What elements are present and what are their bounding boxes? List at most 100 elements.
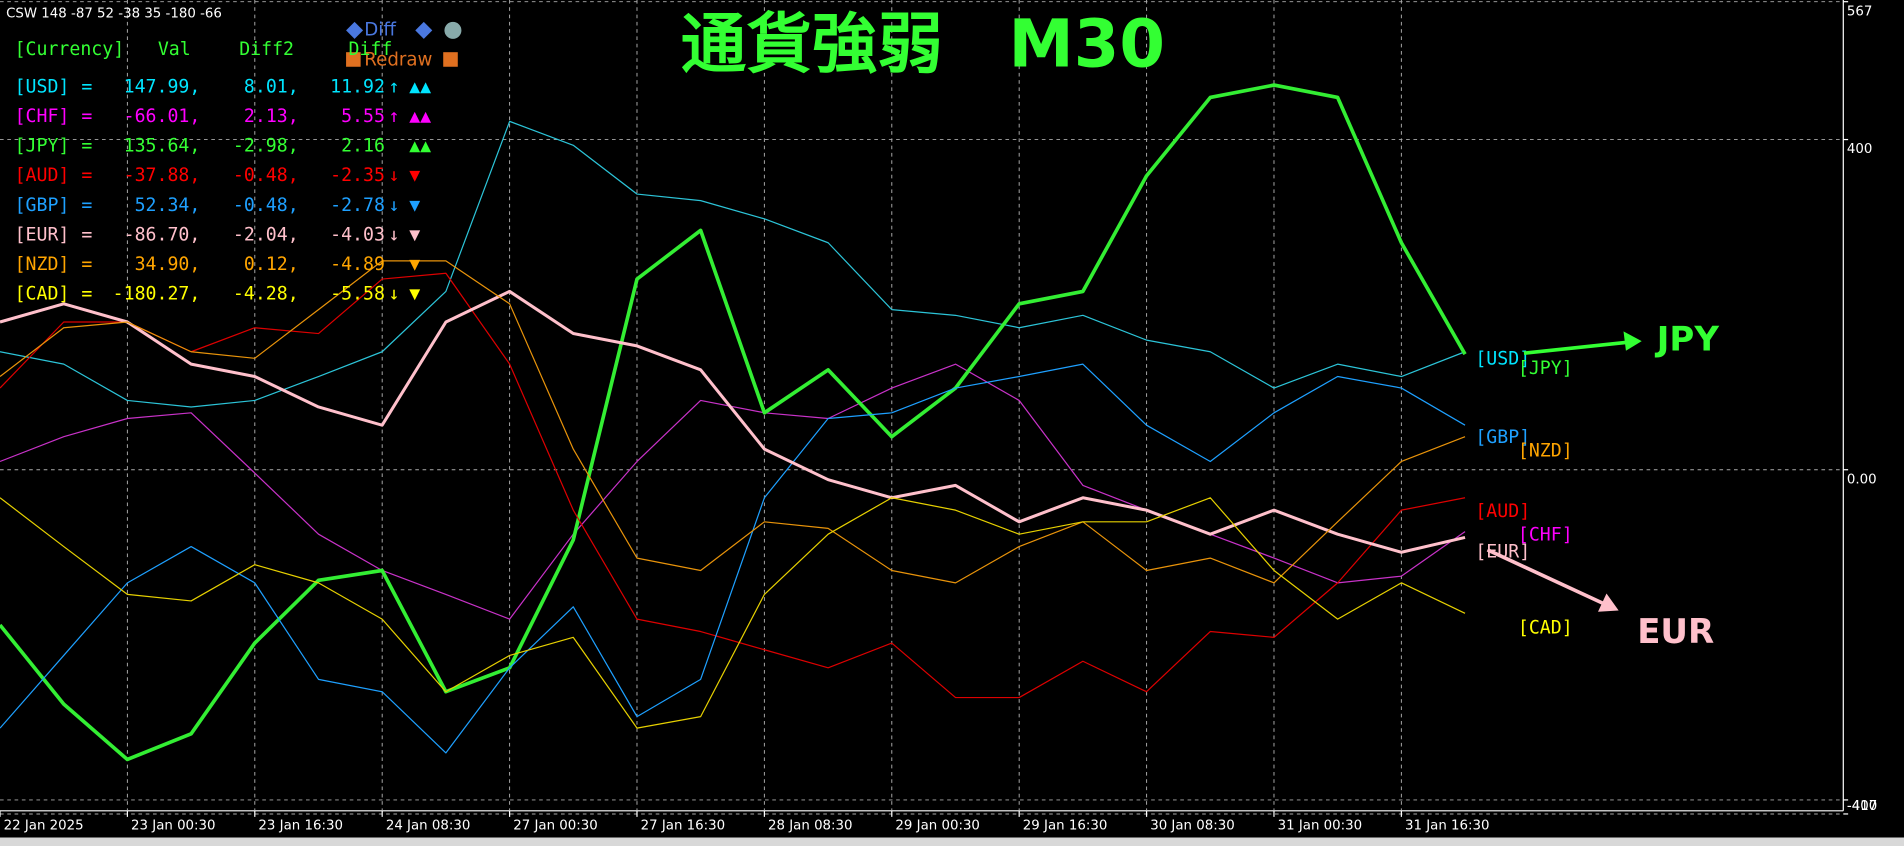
redraw-icon[interactable] bbox=[346, 52, 361, 67]
series-label: [JPY] bbox=[1518, 358, 1573, 379]
separator: = bbox=[81, 106, 92, 127]
arrow: ↑ bbox=[389, 76, 400, 97]
x-tick-label: 28 Jan 08:30 bbox=[768, 818, 853, 833]
signal: ▼ bbox=[409, 195, 420, 216]
series-line bbox=[0, 497, 1466, 729]
diff2: -2.98, bbox=[233, 136, 299, 157]
diff-button[interactable]: Diff bbox=[364, 19, 396, 40]
separator: = bbox=[81, 254, 92, 275]
x-tick-label: 31 Jan 16:30 bbox=[1405, 818, 1490, 833]
signal: ▼ bbox=[409, 224, 420, 245]
diff: 11.92 bbox=[330, 76, 385, 97]
val: 135.64, bbox=[124, 136, 201, 157]
annotation: EUR bbox=[1637, 612, 1714, 652]
y-tick-label: 567 bbox=[1847, 4, 1872, 19]
currency: [USD] bbox=[15, 76, 70, 97]
x-tick-label: 27 Jan 16:30 bbox=[641, 818, 726, 833]
series-line bbox=[0, 120, 1466, 408]
x-tick-label: 22 Jan 2025 bbox=[4, 818, 84, 833]
grid bbox=[0, 0, 1849, 817]
chart-title: 通貨強弱 M30 bbox=[681, 7, 1165, 83]
diff2: -4.28, bbox=[233, 284, 299, 305]
val: 147.99, bbox=[124, 76, 201, 97]
annotation: JPY bbox=[1655, 320, 1720, 360]
arrow: ↓ bbox=[389, 224, 400, 245]
series-label: [CHF] bbox=[1518, 524, 1573, 545]
arrowhead bbox=[1598, 593, 1619, 612]
x-tick-label: 31 Jan 00:30 bbox=[1278, 818, 1363, 833]
y-tick-label: -417 bbox=[1847, 799, 1877, 814]
series-label: [EUR] bbox=[1475, 541, 1530, 562]
y-tick-label: 0.00 bbox=[1847, 472, 1877, 487]
diff2: -0.48, bbox=[233, 165, 299, 186]
arrow bbox=[1486, 548, 1604, 605]
table-header: Diff2 bbox=[239, 39, 294, 60]
series-line bbox=[0, 83, 1467, 762]
toggle-icon[interactable] bbox=[444, 21, 462, 39]
header-text: CSW 148 -87 52 -38 35 -180 -66 bbox=[6, 6, 222, 21]
diff: -2.78 bbox=[330, 195, 385, 216]
series-label: [CAD] bbox=[1518, 618, 1573, 639]
redraw-button[interactable]: Redraw bbox=[364, 50, 432, 71]
labels: 567 400 0.00 -400-417 22 Jan 2025 23 Jan 00:3… bbox=[4, 4, 1878, 833]
series-line bbox=[0, 272, 1466, 699]
series-line bbox=[0, 363, 1466, 620]
val: -180.27, bbox=[113, 284, 201, 305]
separator: = bbox=[81, 165, 92, 186]
x-tick-label: 29 Jan 00:30 bbox=[895, 818, 980, 833]
arrow: ↓ bbox=[389, 284, 400, 305]
scrollbar bbox=[0, 837, 1904, 846]
arrow: ↓ bbox=[389, 165, 400, 186]
diff: -2.35 bbox=[330, 165, 385, 186]
diff-icon[interactable] bbox=[415, 21, 433, 39]
series-label: [USD] bbox=[1475, 348, 1530, 369]
currency: [CAD] bbox=[15, 284, 70, 305]
table-header: Diff bbox=[349, 39, 393, 60]
val: -86.70, bbox=[124, 224, 201, 245]
x-tick-label: 30 Jan 08:30 bbox=[1150, 818, 1235, 833]
signal: ▲▲ bbox=[409, 76, 431, 97]
separator: = bbox=[81, 195, 92, 216]
x-tick-label: 23 Jan 16:30 bbox=[258, 818, 343, 833]
series-label: [AUD] bbox=[1475, 501, 1530, 522]
currency: [EUR] bbox=[15, 224, 70, 245]
diff: 2.16 bbox=[341, 136, 385, 157]
signal: ▼ bbox=[409, 284, 420, 305]
table-header: Val bbox=[158, 39, 191, 60]
arrow: ↓ bbox=[389, 195, 400, 216]
val: 34.90, bbox=[135, 254, 201, 275]
diff2: 8.01, bbox=[244, 76, 299, 97]
separator: = bbox=[81, 136, 92, 157]
currency: [AUD] bbox=[15, 165, 70, 186]
val: 52.34, bbox=[135, 195, 201, 216]
currency: [JPY] bbox=[15, 136, 70, 157]
lines bbox=[0, 83, 1467, 762]
arrow: ↑ bbox=[389, 106, 400, 127]
signal: ▼ bbox=[409, 254, 420, 275]
separator: = bbox=[81, 76, 92, 97]
series-label: [GBP] bbox=[1475, 427, 1530, 448]
signal: ▼ bbox=[409, 165, 420, 186]
series-line bbox=[0, 289, 1466, 554]
signal: ▲▲ bbox=[409, 106, 431, 127]
diff: 5.55 bbox=[341, 106, 385, 127]
diff2: -2.04, bbox=[233, 224, 299, 245]
separator: = bbox=[81, 224, 92, 245]
y-tick-label: -400 bbox=[1847, 799, 1877, 814]
separator: = bbox=[81, 284, 92, 305]
table-header: [Currency] bbox=[15, 39, 125, 60]
arrowhead bbox=[1623, 331, 1642, 351]
series-label: [NZD] bbox=[1518, 441, 1573, 462]
redraw-icon[interactable] bbox=[443, 52, 458, 67]
x-tick-label: 24 Jan 08:30 bbox=[386, 818, 471, 833]
series-line bbox=[0, 260, 1466, 584]
diff: -4.03 bbox=[330, 224, 385, 245]
diff: -5.58 bbox=[330, 284, 385, 305]
x-tick-label: 27 Jan 00:30 bbox=[513, 818, 598, 833]
diff-icon[interactable] bbox=[346, 21, 364, 39]
signal: ▲▲ bbox=[409, 136, 431, 157]
currency: [NZD] bbox=[15, 254, 70, 275]
